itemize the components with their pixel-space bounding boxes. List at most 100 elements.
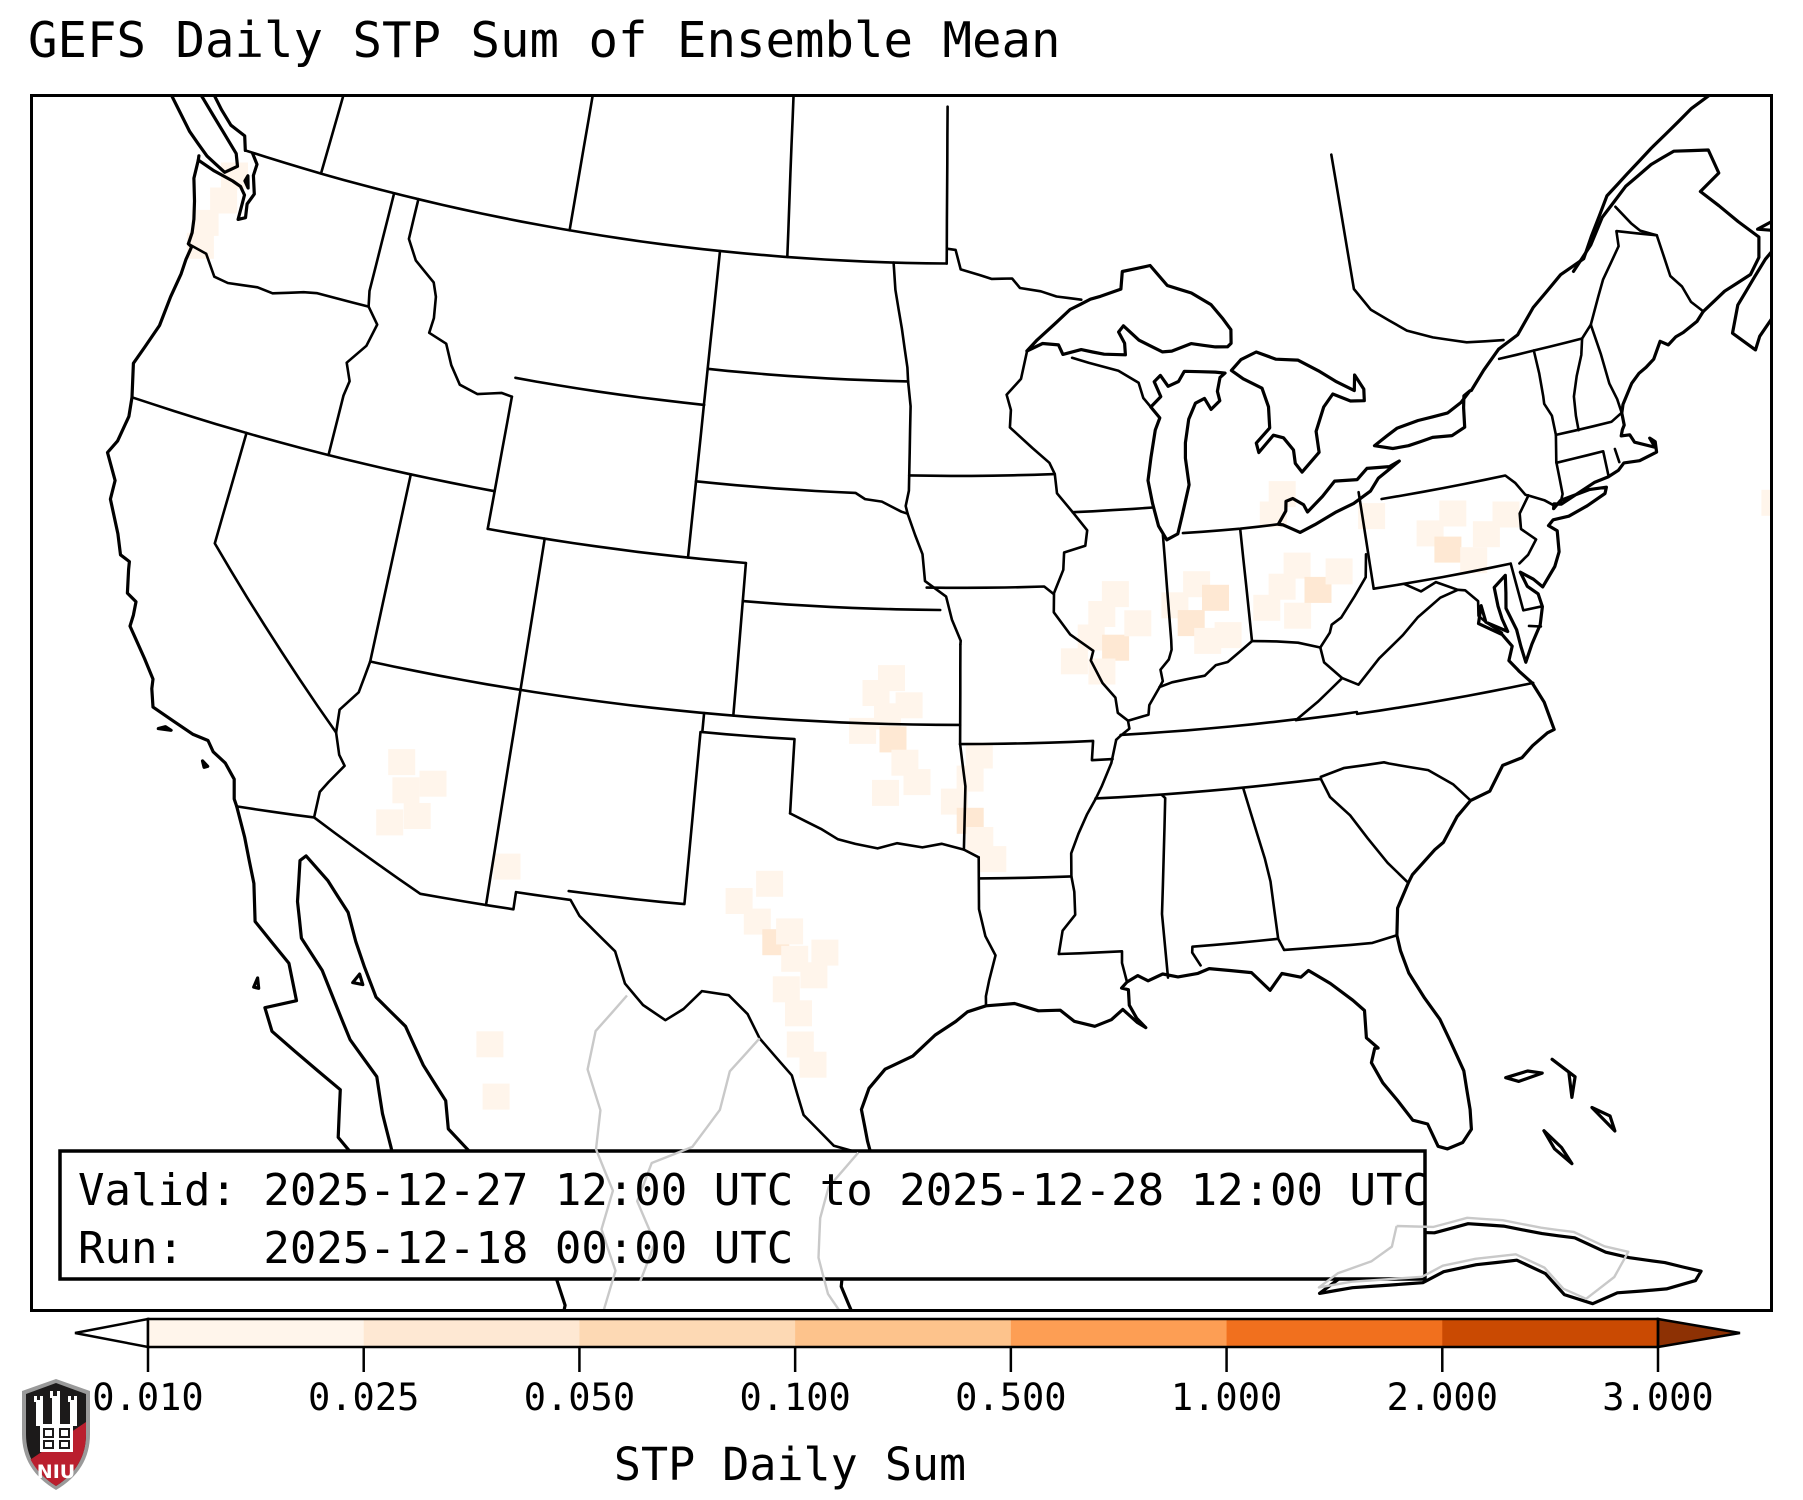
border-line — [567, 730, 702, 906]
border-line — [235, 805, 872, 1155]
border-line — [1294, 710, 1359, 722]
stp-cell — [1202, 584, 1229, 611]
border-line — [1242, 787, 1286, 952]
border-line — [1372, 562, 1512, 590]
stp-cell — [1284, 602, 1312, 629]
colorbar-segment — [148, 1319, 365, 1347]
border-line — [701, 711, 796, 815]
stp-cell — [1102, 634, 1130, 661]
valid-line: Valid: 2025-12-27 12:00 UTC to 2025-12-2… — [78, 1165, 1430, 1216]
border-line — [1330, 153, 1505, 344]
stp-cell — [800, 962, 828, 989]
colorbar-tick-label: 2.000 — [1386, 1376, 1498, 1419]
colorbar-segment — [1226, 1319, 1443, 1347]
border-line — [786, 94, 795, 259]
border-line — [1340, 588, 1460, 686]
stp-cell — [1101, 581, 1129, 608]
stp-cell — [879, 726, 907, 753]
colorbar — [74, 1317, 1741, 1372]
stp-cell — [476, 1031, 504, 1058]
border-line — [1532, 349, 1558, 437]
border-line — [1094, 777, 1323, 800]
coastline-island — [1590, 1105, 1617, 1133]
colorbar-segment — [1442, 1319, 1659, 1347]
colorbar-outline — [146, 1317, 1660, 1349]
stp-cell — [756, 870, 784, 897]
border-line — [706, 367, 910, 383]
run-line: Run: 2025-12-18 00:00 UTC — [78, 1223, 794, 1274]
logo-castle — [34, 1391, 77, 1452]
stp-cell — [1214, 622, 1242, 649]
border-line — [1181, 522, 1281, 535]
colorbar-axis-label: STP Daily Sum — [613, 1438, 967, 1491]
border-line — [312, 731, 346, 819]
colorbar-tick-label: 0.050 — [523, 1376, 636, 1419]
border-line — [977, 856, 1073, 880]
stp-cell — [799, 1051, 827, 1078]
border-line — [1160, 793, 1170, 979]
border-line — [1239, 528, 1254, 643]
gray-feature — [817, 1151, 860, 1312]
border-line — [958, 742, 967, 851]
stp-cell — [392, 777, 420, 804]
coastline-island — [1730, 247, 1773, 352]
border-line — [1555, 460, 1564, 504]
border-line — [1158, 639, 1254, 689]
stp-cell — [1439, 500, 1467, 527]
stp-cell — [895, 692, 923, 719]
colorbar-segment — [795, 1319, 1012, 1347]
coastline — [1571, 148, 1761, 313]
map-frame — [30, 94, 1773, 1312]
logo-text: NIU — [37, 1461, 75, 1483]
coastline-island — [1550, 1057, 1577, 1099]
coastline-island — [243, 174, 250, 190]
stp-cell — [403, 803, 431, 829]
border-line — [958, 739, 1114, 762]
border-line — [1589, 323, 1624, 415]
border-line — [1319, 646, 1344, 680]
stp-cell — [1060, 648, 1088, 675]
niu-logo-icon: NIU — [22, 1379, 90, 1490]
border-line — [368, 473, 413, 663]
border-line — [1057, 738, 1118, 956]
border-line — [1250, 639, 1322, 649]
coastline-island — [1317, 1222, 1703, 1306]
border-line — [334, 660, 372, 734]
coastline — [196, 151, 259, 221]
border-line — [514, 376, 706, 407]
border-line — [1572, 337, 1584, 432]
coastlines — [105, 94, 1773, 1312]
stp-cell — [979, 846, 1007, 873]
valid-run-text: Valid: 2025-12-27 12:00 UTC to 2025-12-2… — [78, 1162, 1429, 1278]
stp-cell — [1434, 536, 1462, 563]
border-line — [1402, 580, 1504, 634]
border-line — [484, 537, 546, 907]
border-line — [1070, 356, 1153, 409]
border-line — [186, 242, 370, 308]
border-line — [907, 472, 1057, 478]
border-line — [1614, 205, 1659, 237]
border-line — [732, 561, 748, 717]
stp-cell — [1492, 501, 1520, 528]
border-line — [1580, 323, 1593, 340]
border-line — [1158, 533, 1173, 689]
stp-cell — [776, 918, 804, 945]
border-line — [925, 585, 1055, 596]
border-line — [1282, 933, 1399, 952]
border-line — [1319, 553, 1368, 649]
colorbar-tick-label: 0.500 — [955, 1376, 1067, 1419]
state-borders — [130, 94, 1705, 1155]
coastline-island — [1146, 369, 1227, 542]
border-line — [741, 599, 942, 612]
border-line — [1005, 350, 1074, 514]
border-line — [945, 247, 1083, 301]
colorbar-tick-label: 0.010 — [92, 1376, 204, 1419]
border-line — [1589, 229, 1705, 326]
border-line — [367, 192, 396, 308]
stp-cell — [493, 853, 521, 880]
coastline — [235, 804, 567, 1312]
stp-cell — [482, 1083, 510, 1110]
border-line — [686, 249, 722, 559]
border-line — [1071, 506, 1155, 514]
